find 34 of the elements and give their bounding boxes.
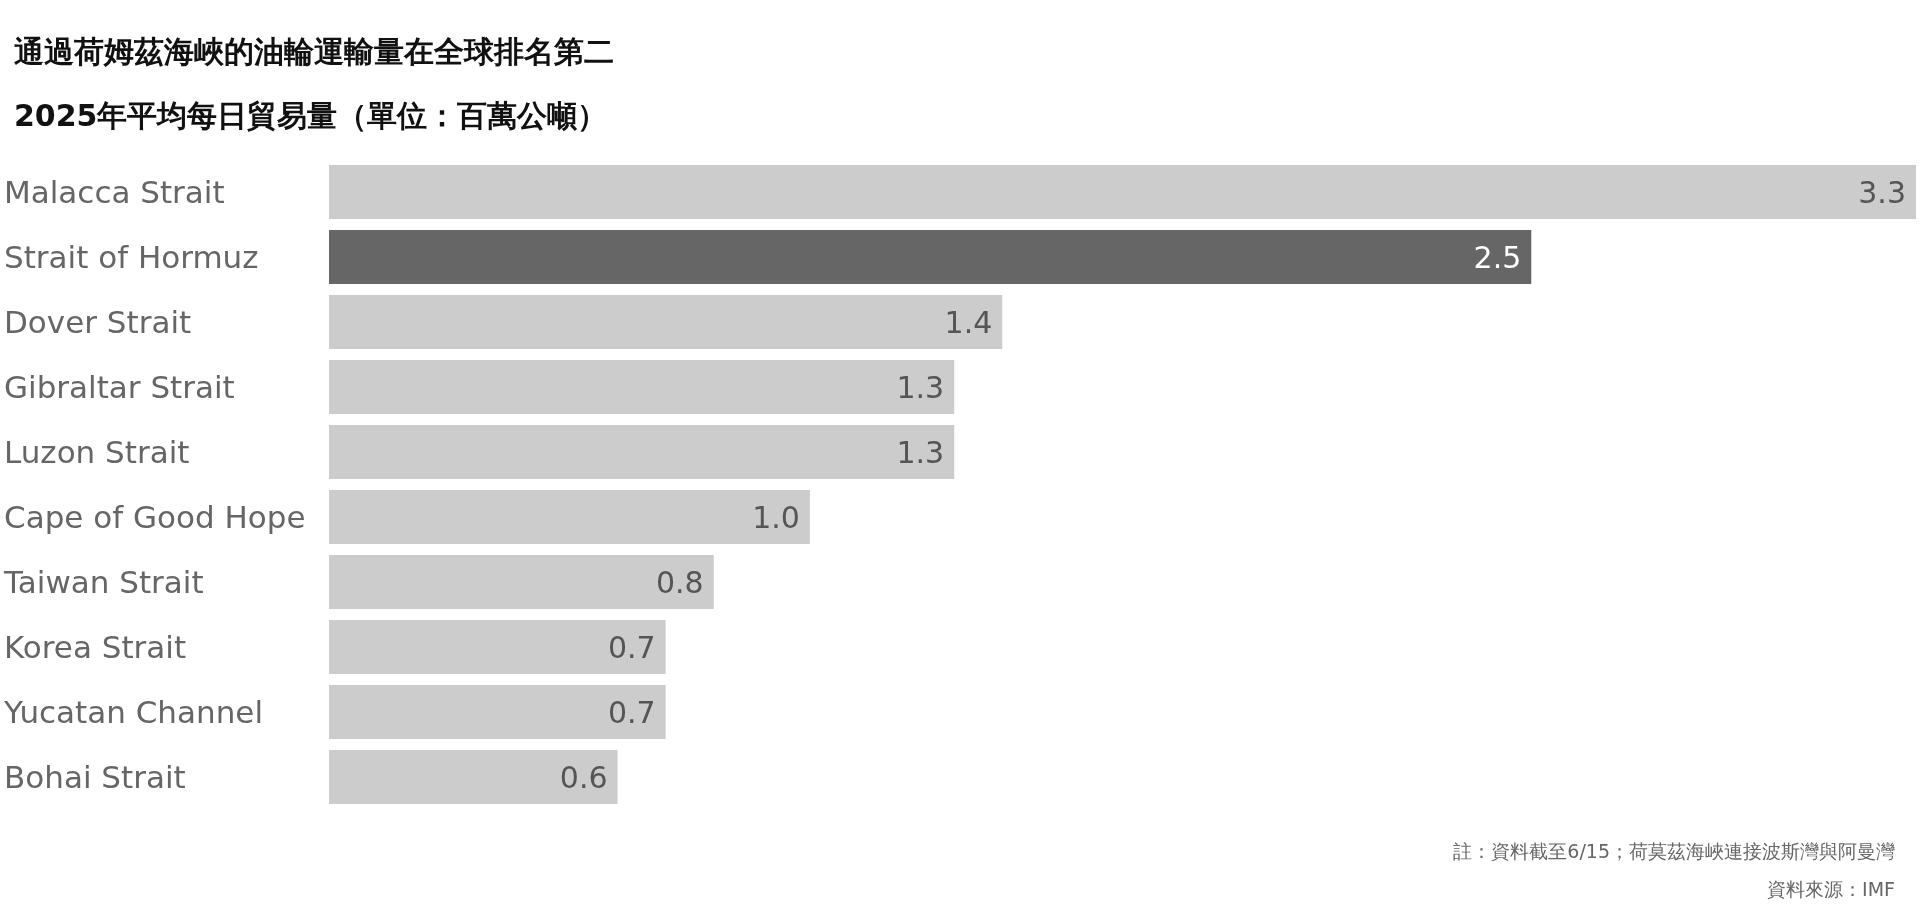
bar (329, 230, 1532, 284)
y-tick-label: Yucatan Channel (3, 694, 263, 730)
text: 註：資料截至6/15；荷莫茲海峽連接波斯灣與阿曼灣 (1453, 840, 1895, 862)
data-label: 1.3 (896, 435, 945, 470)
source-note: 資料來源：IMF (1767, 878, 1895, 900)
y-tick-label: Taiwan Strait (3, 564, 204, 600)
data-label: 1.4 (944, 305, 993, 340)
y-tick-label: Gibraltar Strait (4, 369, 235, 405)
y-tick-label: Dover Strait (4, 304, 192, 340)
data-label: 2.5 (1473, 240, 1522, 275)
data-label: 0.8 (656, 565, 704, 600)
data-label: 0.7 (607, 630, 656, 665)
bar (329, 425, 955, 479)
bar (329, 750, 618, 804)
y-tick-label: Bohai Strait (4, 759, 186, 795)
chart-title: 通過荷姆茲海峽的油輪運輸量在全球排名第二 (14, 34, 614, 69)
y-tick-label: Luzon Strait (4, 434, 190, 470)
y-tick-label: Malacca Strait (4, 174, 225, 210)
bar (329, 620, 666, 674)
data-label: 0.6 (559, 760, 608, 795)
bar (329, 490, 810, 544)
bar (329, 360, 955, 414)
bar (329, 165, 1916, 219)
y-tick-label: Cape of Good Hope (4, 499, 306, 535)
data-label: 3.3 (1858, 175, 1906, 210)
data-label: 0.7 (607, 695, 656, 730)
chart-subtitle: 2025年平均每日貿易量（單位：百萬公噸） (14, 98, 608, 133)
y-tick-label: Strait of Hormuz (4, 239, 259, 275)
y-tick-label: Korea Strait (4, 629, 187, 665)
data-label: 1.0 (752, 500, 800, 535)
bar (329, 685, 666, 739)
bar (329, 555, 714, 609)
bar (329, 295, 1003, 349)
data-label: 1.3 (896, 370, 945, 405)
